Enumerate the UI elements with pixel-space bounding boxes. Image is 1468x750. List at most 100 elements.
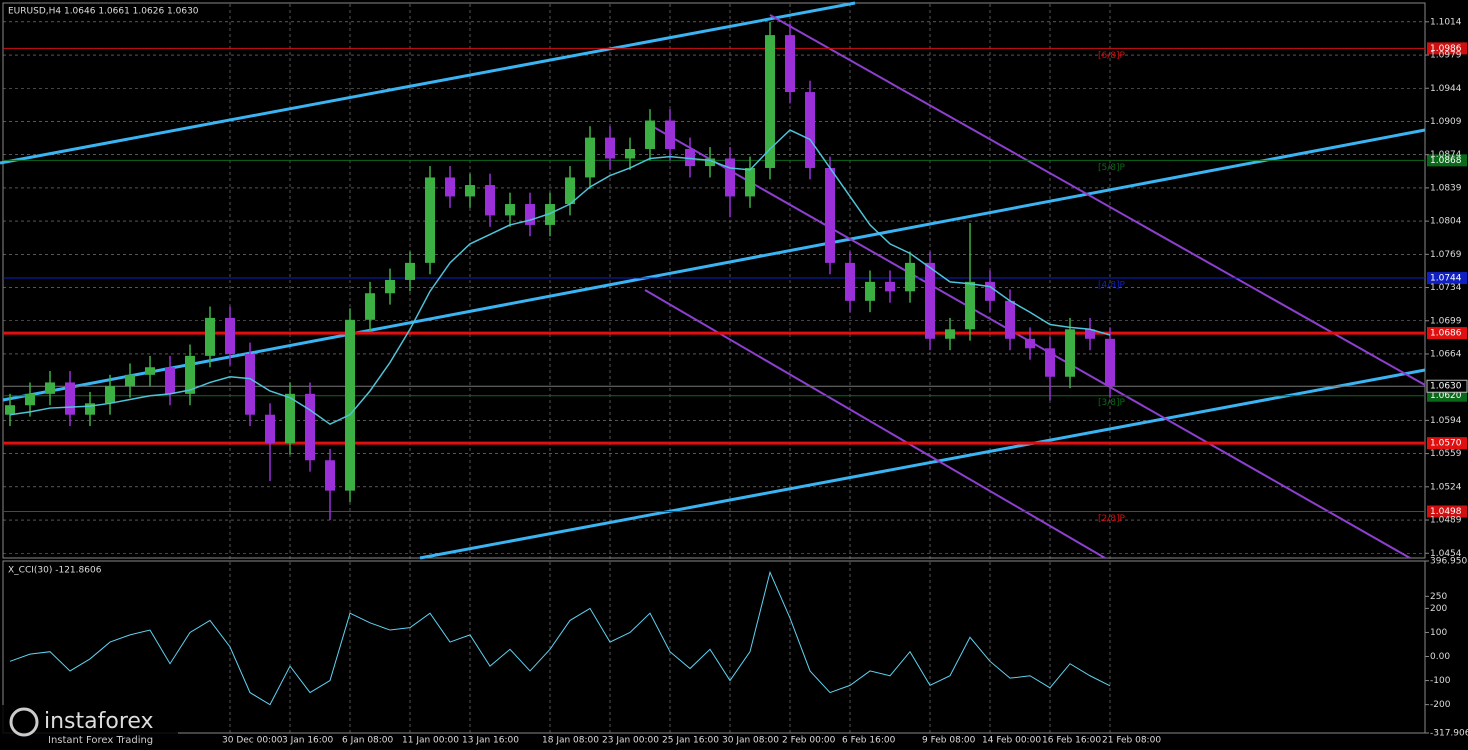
level-tag-bg (1427, 154, 1467, 167)
y-tick-label: 1.0594 (1430, 416, 1462, 426)
indicator-tick-label: -100 (1430, 676, 1451, 686)
level-tag-bg (1427, 437, 1467, 450)
y-tick-label: 1.0769 (1430, 250, 1462, 260)
candle-body (425, 177, 435, 263)
candle-body (345, 319, 355, 491)
candle-body (645, 120, 655, 149)
x-tick-label: 13 Jan 16:00 (462, 736, 519, 746)
y-tick-label: 1.0979 (1430, 51, 1462, 61)
x-tick-label: 30 Jan 08:00 (722, 736, 779, 746)
candle-body (65, 382, 75, 415)
level-label: 1.0868 (1430, 156, 1462, 166)
indicator-tick-label: 396.9508 (1430, 557, 1468, 567)
indicator-title: X_CCI(30) -121.8606 (8, 566, 102, 576)
candle-body (805, 92, 815, 168)
indicator-tick-label: 0.00 (1430, 652, 1450, 662)
candle-body (545, 204, 555, 225)
x-tick-label: 16 Feb 16:00 (1042, 736, 1101, 746)
level-tag-bg (1427, 272, 1467, 285)
candle-body (725, 158, 735, 197)
y-tick-label: 1.0699 (1430, 316, 1462, 326)
x-tick-label: 23 Jan 00:00 (602, 736, 659, 746)
candle-body (105, 386, 115, 404)
candle-body (605, 137, 615, 159)
candle-body (165, 367, 175, 394)
level-name: [4/8]P (1098, 281, 1126, 291)
candle-body (585, 137, 595, 178)
logo-icon (9, 707, 39, 737)
y-tick-label: 1.0734 (1430, 283, 1462, 293)
y-tick-label: 1.0664 (1430, 349, 1462, 359)
channel-line (644, 289, 1106, 559)
level-name: [2/8]P (1098, 514, 1126, 524)
candle-body (45, 382, 55, 394)
candle-body (705, 158, 715, 167)
y-tick-label: 1.0839 (1430, 183, 1462, 193)
candle-body (305, 393, 315, 461)
y-tick-label: 1.0559 (1430, 449, 1462, 459)
candle-body (85, 403, 95, 415)
level-tag-bg (1427, 42, 1467, 55)
x-tick-label: 14 Feb 00:00 (982, 736, 1041, 746)
x-tick-label: 18 Jan 08:00 (542, 736, 599, 746)
candle-body (405, 262, 415, 280)
indicator-tick-label: -317.906 (1430, 729, 1468, 739)
y-tick-label: 1.0874 (1430, 150, 1462, 160)
y-tick-label: 1.0909 (1430, 117, 1462, 127)
grid (3, 4, 1425, 733)
candle-body (1065, 329, 1075, 377)
x-tick-label: 25 Jan 16:00 (662, 736, 719, 746)
candle-body (1105, 338, 1115, 387)
candle-body (745, 167, 755, 197)
candle-body (265, 414, 275, 444)
main-frame (2, 2, 1426, 559)
candle-body (905, 262, 915, 292)
candle-body (945, 329, 955, 339)
candle-body (285, 393, 295, 444)
trend-line (0, 1, 856, 165)
candle-body (925, 262, 935, 339)
y-tick-label: 1.0804 (1430, 217, 1462, 227)
candle-body (465, 185, 475, 197)
x-tick-label: 30 Dec 00:00 (222, 736, 283, 746)
candle-body (5, 405, 15, 415)
candle-body (665, 120, 675, 149)
level-tag-bg (1427, 505, 1467, 518)
y-tick-label: 1.0524 (1430, 482, 1462, 492)
x-tick-label: 21 Feb 08:00 (1102, 736, 1161, 746)
candle-body (385, 279, 395, 294)
y-tick-label: 1.1014 (1430, 17, 1462, 27)
candle-body (1045, 348, 1055, 377)
price-label: 1.0630 (1430, 382, 1462, 392)
candle-body (785, 35, 795, 93)
axis: 1.1014 1.0979 1.0944 1.0909 1.0874 1.0839 1.08… (222, 17, 1468, 745)
watermark: instaforex Instant Forex Trading (2, 705, 178, 747)
x-tick-label: 11 Jan 00:00 (402, 736, 459, 746)
candle-body (865, 281, 875, 301)
y-tick-label: 1.0454 (1430, 549, 1462, 559)
x-tick-label: 6 Feb 16:00 (842, 736, 896, 746)
level-label: 1.0620 (1430, 391, 1462, 401)
candle-body (525, 204, 535, 225)
candle-body (1085, 329, 1095, 339)
candle-body (985, 281, 995, 301)
moving-average (9, 129, 1111, 426)
candle-body (1005, 300, 1015, 339)
trend-line (419, 368, 1426, 560)
candle-body (845, 262, 855, 301)
candle-body (205, 317, 215, 356)
level-label: 1.0570 (1430, 439, 1462, 449)
level-name: [3/8]P (1098, 398, 1126, 408)
x-tick-label: 2 Feb 00:00 (782, 736, 836, 746)
candle-body (965, 281, 975, 330)
y-tick-label: 1.0489 (1430, 516, 1462, 526)
header: EURUSD,H4 1.0646 1.0661 1.0626 1.0630 (8, 7, 199, 17)
cci-line (9, 570, 1111, 706)
candle-body (765, 35, 775, 168)
x-tick-label: 9 Feb 08:00 (922, 736, 976, 746)
candle-body (505, 204, 515, 216)
indicator-tick-label: -200 (1430, 700, 1451, 710)
